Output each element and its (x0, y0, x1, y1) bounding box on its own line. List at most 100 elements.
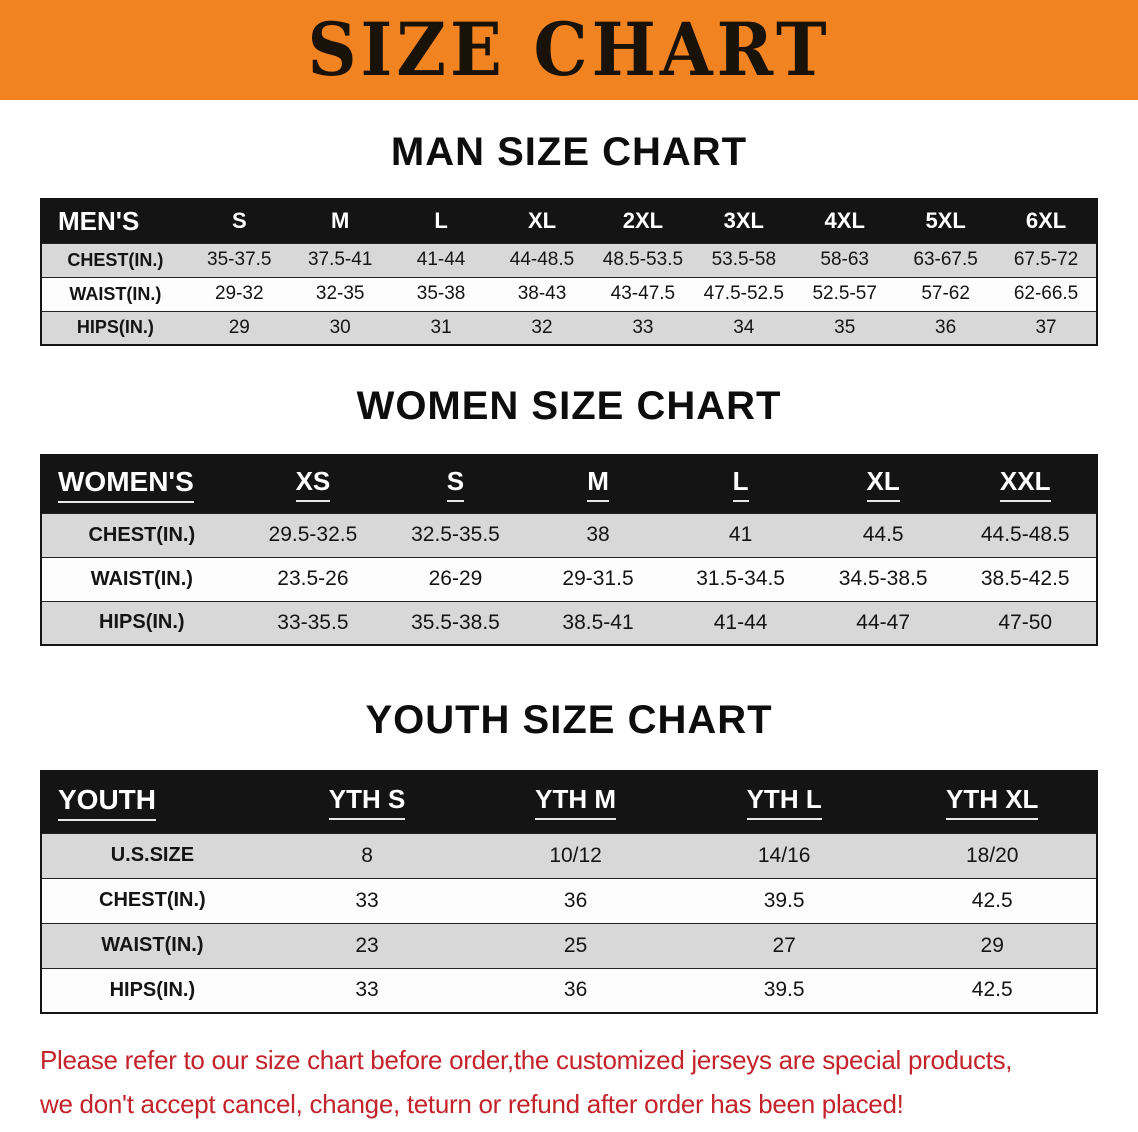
size-value: 39.5 (679, 877, 889, 923)
size-value: 33 (262, 967, 472, 1013)
youth-size-table: YOUTH YTH S YTH M YTH L YTH XL U.S.SIZE 8 10/12… (40, 770, 1098, 1014)
header-label: 3XL (723, 208, 764, 234)
size-value: 29 (188, 310, 290, 345)
header-label: MEN'S (58, 205, 140, 236)
size-value: 23.5-26 (241, 556, 385, 601)
table-header-row: WOMEN'S XS S M L XL XXL (41, 455, 1097, 513)
size-value: 41-44 (669, 600, 812, 645)
size-column-header: XXL (954, 455, 1097, 513)
size-chart-banner: SIZE CHART (0, 0, 1138, 100)
size-value: 33 (262, 877, 472, 923)
women-size-chart-heading: WOMEN SIZE CHART (356, 384, 782, 428)
women-size-table: WOMEN'S XS S M L XL XXL CHEST(IN.) 29.5-32.5 32.5… (40, 454, 1098, 646)
header-label: YTH XL (945, 784, 1039, 821)
size-value: 44.5-48.5 (954, 512, 1097, 557)
header-label: L (434, 208, 448, 234)
header-label: XXL (999, 466, 1051, 503)
size-value: 38 (526, 512, 670, 557)
table-row: CHEST(IN.) 29.5-32.5 32.5-35.5 38 41 44.5 44.5… (41, 512, 1097, 557)
table-row: CHEST(IN.) 35-37.5 37.5-41 41-44 44-48.5 48.5… (41, 242, 1097, 277)
size-column-header: 6XL (996, 199, 1097, 243)
table-header-row: MEN'S S M L XL 2XL 3XL 4XL 5XL 6XL (41, 199, 1097, 243)
size-value: 34 (693, 310, 795, 345)
size-column-header: XL (491, 199, 593, 243)
table-row: WAIST(IN.) 29-32 32-35 35-38 38-43 43-47.5 47.… (41, 276, 1097, 311)
man-size-chart-section: MAN SIZE CHART MEN'S S M L XL 2XL 3XL 4XL 5XL 6XL… (0, 128, 1138, 346)
size-value: 53.5-58 (693, 242, 795, 277)
size-value: 42.5 (888, 877, 1097, 923)
size-value: 35.5-38.5 (384, 600, 527, 645)
page-title: SIZE CHART (307, 6, 831, 94)
table-row: HIPS(IN.) 29 30 31 32 33 34 35 36 37 (41, 310, 1097, 345)
size-value: 26-29 (384, 556, 527, 601)
row-measurement-label: HIPS(IN.) (41, 967, 263, 1013)
size-value: 36 (471, 877, 680, 923)
row-measurement-label: U.S.SIZE (41, 832, 263, 878)
size-value: 39.5 (679, 967, 889, 1013)
size-column-header: L (390, 199, 492, 243)
header-label: XS (295, 466, 331, 503)
size-value: 37.5-41 (289, 242, 391, 277)
size-column-header: XL (811, 455, 955, 513)
size-column-header: YTH S (262, 771, 472, 833)
table-row: HIPS(IN.) 33 36 39.5 42.5 (41, 967, 1097, 1013)
size-value: 38.5-42.5 (954, 556, 1097, 601)
size-value: 38.5-41 (526, 600, 670, 645)
women-size-chart-section: WOMEN SIZE CHART WOMEN'S XS S M L XL XXL CHEST(… (0, 382, 1138, 646)
size-value: 63-67.5 (895, 242, 997, 277)
men-size-table: MEN'S S M L XL 2XL 3XL 4XL 5XL 6XL CHEST(IN.) 35-37… (40, 198, 1098, 346)
size-value: 10/12 (471, 832, 680, 878)
row-measurement-label: CHEST(IN.) (41, 877, 263, 923)
header-label: S (231, 208, 247, 234)
size-column-header: XS (241, 455, 385, 513)
header-label: 6XL (1025, 208, 1067, 234)
row-measurement-label: CHEST(IN.) (41, 242, 189, 277)
size-value: 36 (895, 310, 997, 345)
size-column-header: 3XL (693, 199, 795, 243)
size-value: 32 (491, 310, 593, 345)
table-group-label: YOUTH (41, 771, 263, 833)
size-value: 36 (471, 967, 680, 1013)
size-value: 29-31.5 (526, 556, 670, 601)
size-value: 48.5-53.5 (592, 242, 694, 277)
size-column-header: 4XL (794, 199, 896, 243)
size-column-header: M (526, 455, 670, 513)
table-group-label: WOMEN'S (41, 455, 242, 513)
header-label: XL (527, 208, 557, 234)
size-value: 33 (592, 310, 694, 345)
row-measurement-label: WAIST(IN.) (41, 556, 242, 601)
size-column-header: YTH M (471, 771, 680, 833)
row-measurement-label: HIPS(IN.) (41, 310, 189, 345)
size-value: 52.5-57 (794, 276, 896, 311)
size-value: 34.5-38.5 (811, 556, 955, 601)
size-value: 44-48.5 (491, 242, 593, 277)
table-group-label: MEN'S (41, 199, 189, 243)
size-column-header: 5XL (895, 199, 997, 243)
youth-size-chart-heading: YOUTH SIZE CHART (365, 698, 773, 742)
row-measurement-label: HIPS(IN.) (41, 600, 242, 645)
size-column-header: 2XL (592, 199, 694, 243)
header-label: XL (866, 466, 900, 503)
size-value: 62-66.5 (996, 276, 1097, 311)
size-value: 67.5-72 (996, 242, 1097, 277)
size-value: 29 (888, 922, 1097, 968)
size-value: 31 (390, 310, 492, 345)
size-column-header: S (384, 455, 527, 513)
size-value: 32-35 (289, 276, 391, 311)
header-label: M (331, 208, 350, 234)
table-row: HIPS(IN.) 33-35.5 35.5-38.5 38.5-41 41-44 44-… (41, 600, 1097, 645)
size-value: 30 (289, 310, 391, 345)
size-value: 44.5 (811, 512, 955, 557)
header-label: WOMEN'S (58, 466, 194, 503)
table-row: WAIST(IN.) 23.5-26 26-29 29-31.5 31.5-34.5 34… (41, 556, 1097, 601)
table-row: WAIST(IN.) 23 25 27 29 (41, 922, 1097, 968)
header-label: YOUTH (58, 784, 156, 821)
order-note: Please refer to our size chart before or… (40, 1038, 1138, 1126)
size-value: 41 (669, 512, 812, 557)
size-value: 43-47.5 (592, 276, 694, 311)
header-label: S (446, 466, 465, 503)
size-value: 35-37.5 (188, 242, 290, 277)
header-label: YTH M (535, 784, 617, 821)
size-value: 31.5-34.5 (669, 556, 812, 601)
